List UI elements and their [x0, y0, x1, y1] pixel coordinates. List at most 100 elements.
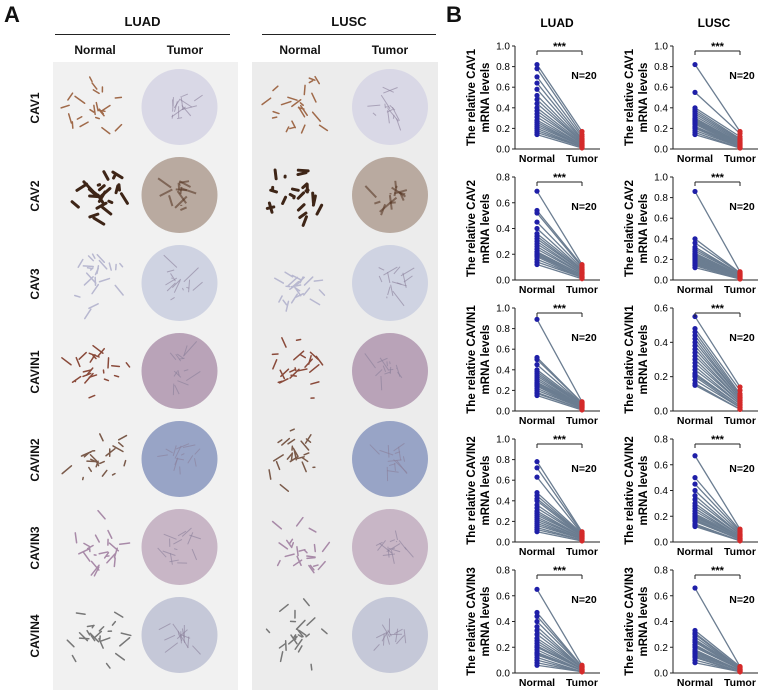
y-tick-label: 0.8: [496, 324, 510, 335]
point-normal: [534, 261, 540, 268]
pair-line: [694, 113, 741, 142]
ihc-image-cavin1-luad-normal: [61, 344, 131, 399]
pair-line: [536, 190, 583, 265]
y-tick-label: 0.0: [496, 538, 510, 549]
y-tick-label: 0.8: [654, 193, 668, 204]
chart-column-title-lusc: LUSC: [698, 16, 731, 30]
point-normal: [534, 631, 540, 637]
y-tick-label: 0.2: [496, 250, 510, 261]
sample-size-label: N=20: [729, 201, 755, 213]
pair-line: [694, 242, 741, 274]
y-tick-label: 0.0: [654, 276, 668, 287]
chart-lusc-cavin1: 0.0 0.2 0.4 0.6 The relative CAVIN1 mRNA leve…: [624, 303, 758, 427]
y-tick-label: 0.6: [496, 345, 510, 356]
x-tick-label-tumor: Tumor: [724, 153, 756, 165]
row-label-cav3: CAV3: [28, 268, 42, 300]
significance-stars: ***: [553, 434, 567, 446]
x-tick-label-normal: Normal: [519, 415, 555, 427]
point-normal: [692, 265, 698, 271]
pair-line: [536, 389, 583, 409]
y-tick-label: 0.4: [496, 617, 510, 628]
pair-line: [536, 364, 583, 405]
y-tick-label: 0.2: [496, 124, 510, 135]
pair-line: [536, 529, 583, 541]
y-tick-label: 0.4: [654, 617, 668, 628]
ihc-image-cav2-lusc-normal: [265, 168, 324, 227]
y-tick-label: 0.4: [496, 103, 510, 114]
x-tick-label-tumor: Tumor: [724, 284, 756, 296]
pair-line: [536, 524, 583, 540]
pair-line: [536, 113, 583, 145]
point-normal: [534, 188, 540, 194]
x-tick-label-tumor: Tumor: [566, 284, 598, 296]
y-tick-label: 0.8: [496, 566, 510, 577]
point-normal: [692, 481, 698, 487]
pair-line: [536, 210, 583, 267]
point-tumor: [579, 669, 585, 675]
ihc-image-cavin2-lusc-tumor: [352, 421, 428, 497]
pair-line: [536, 88, 583, 141]
y-tick-label: 0.0: [496, 276, 510, 287]
y-axis-label: The relative CAVIN1: [624, 305, 636, 414]
pair-line: [694, 64, 741, 132]
pair-line: [694, 355, 741, 402]
group-rule-lusc: [262, 34, 436, 35]
point-normal: [692, 496, 698, 503]
pair-line: [536, 248, 583, 275]
pair-line: [694, 129, 741, 148]
chart-luad-cav2: 0.0 0.2 0.4 0.6 0.8 The relative CAV2 mRNA lev…: [466, 172, 600, 296]
y-tick-label: 0.8: [496, 173, 510, 184]
pair-line: [694, 662, 741, 673]
point-normal: [534, 465, 540, 471]
y-axis-label: mRNA levels: [480, 456, 492, 526]
ihc-image-cavin1-luad-tumor: [141, 333, 218, 409]
col-label-luad-tumor: Tumor: [166, 43, 204, 57]
pair-line: [536, 94, 583, 142]
pair-line: [536, 119, 583, 146]
y-axis-label: mRNA levels: [480, 325, 492, 395]
pair-line: [536, 531, 583, 542]
point-normal: [534, 86, 540, 92]
sample-size-label: N=20: [729, 594, 755, 606]
pair-line: [536, 476, 583, 535]
ihc-image-cavin2-luad-normal: [61, 433, 128, 481]
x-tick-label-tumor: Tumor: [566, 415, 598, 427]
pair-line: [536, 103, 583, 143]
pair-line: [536, 498, 583, 536]
pair-line: [536, 243, 583, 273]
significance-stars: ***: [711, 172, 725, 184]
significance-stars: ***: [553, 41, 567, 53]
pair-line: [536, 637, 583, 669]
pair-line: [536, 518, 583, 539]
y-axis-label: mRNA levels: [638, 456, 650, 526]
pair-line: [536, 492, 583, 535]
y-axis-label: The relative CAVIN3: [466, 567, 478, 675]
pair-line: [694, 638, 741, 669]
pair-line: [536, 125, 583, 147]
pair-line: [694, 516, 741, 539]
point-normal: [534, 92, 540, 99]
pair-line: [694, 91, 741, 135]
y-axis-label: mRNA levels: [480, 63, 492, 133]
x-tick-label-normal: Normal: [519, 284, 555, 296]
panel-b-letter: B: [446, 2, 462, 27]
y-tick-label: 0.8: [654, 62, 668, 73]
y-tick-label: 0.6: [496, 83, 510, 94]
significance-stars: ***: [711, 434, 725, 446]
sample-size-label: N=20: [729, 332, 755, 344]
pair-line: [694, 348, 741, 400]
pair-line: [694, 115, 741, 143]
point-normal: [692, 240, 698, 246]
row-label-cavin1: CAVIN1: [28, 350, 42, 394]
ihc-image-cavin1-lusc-tumor: [352, 333, 428, 409]
pair-line: [694, 525, 741, 542]
chart-luad-cav1: 0.0 0.2 0.4 0.6 0.8 1.0 The relative CAV1 mRNA …: [466, 41, 600, 165]
group-title-luad: LUAD: [124, 14, 161, 29]
x-tick-label-tumor: Tumor: [724, 415, 756, 427]
chart-lusc-cavin3: 0.0 0.2 0.4 0.6 0.8 The relative CAVIN3 mRNA l…: [624, 565, 758, 689]
pair-line: [536, 261, 583, 279]
significance-stars: ***: [553, 565, 567, 577]
x-tick-label-normal: Normal: [677, 546, 713, 558]
y-tick-label: 0.6: [654, 214, 668, 225]
pair-line: [536, 76, 583, 138]
